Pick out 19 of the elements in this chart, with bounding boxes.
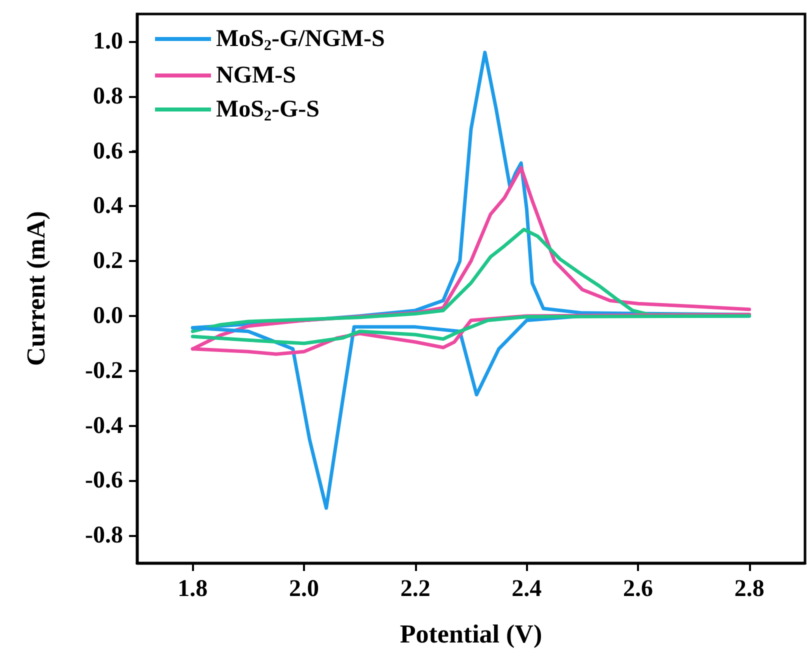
x-tick-label: 1.8 xyxy=(178,576,208,602)
y-tick-label: -0.4 xyxy=(85,412,123,439)
x-tick-label: 2.2 xyxy=(400,576,430,602)
x-tick-label: 2.4 xyxy=(512,576,542,602)
x-tick-label: 2.6 xyxy=(623,576,653,602)
y-tick-label: 0.0 xyxy=(93,302,123,329)
y-tick-label: -0.6 xyxy=(85,468,123,494)
y-tick-label: -0.8 xyxy=(85,522,123,549)
y-tick-label: 0.6 xyxy=(93,138,123,164)
x-tick-label: 2.8 xyxy=(734,576,764,602)
y-tick-label: -0.2 xyxy=(85,358,123,384)
y-tick-label: 0.8 xyxy=(93,83,123,110)
x-axis-title: Potential (V) xyxy=(400,620,542,648)
x-tick-label: 2.0 xyxy=(289,576,319,602)
y-tick-label: 0.4 xyxy=(93,193,123,220)
y-axis-title: Current (mA) xyxy=(22,211,50,366)
y-tick-label: 0.2 xyxy=(93,248,123,274)
legend-label: NGM-S xyxy=(216,62,296,88)
y-tick-label: 1.0 xyxy=(93,28,123,54)
